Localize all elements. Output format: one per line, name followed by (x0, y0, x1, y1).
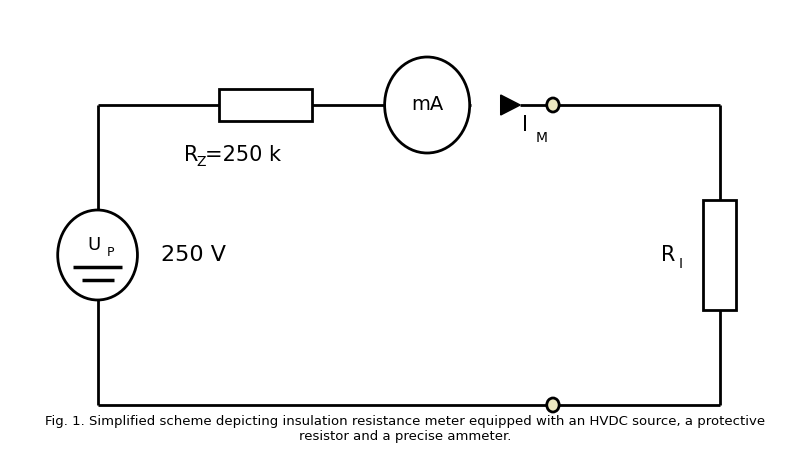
Text: P: P (106, 246, 114, 259)
Text: U: U (87, 236, 100, 254)
Text: Fig. 1. Simplified scheme depicting insulation resistance meter equipped with an: Fig. 1. Simplified scheme depicting insu… (45, 415, 765, 443)
Ellipse shape (58, 210, 138, 300)
Text: R: R (661, 245, 676, 265)
Text: 250 V: 250 V (161, 245, 226, 265)
Circle shape (385, 57, 470, 153)
Text: I: I (522, 115, 528, 135)
Circle shape (547, 398, 559, 412)
Bar (703, 200, 736, 310)
Circle shape (547, 98, 559, 112)
Text: =250 k: =250 k (205, 145, 281, 165)
Polygon shape (501, 95, 520, 115)
Bar (220, 89, 313, 121)
Text: mA: mA (411, 95, 443, 114)
Text: R: R (184, 145, 198, 165)
Text: I: I (679, 257, 683, 271)
Text: M: M (536, 131, 548, 145)
Text: Z: Z (196, 155, 206, 169)
